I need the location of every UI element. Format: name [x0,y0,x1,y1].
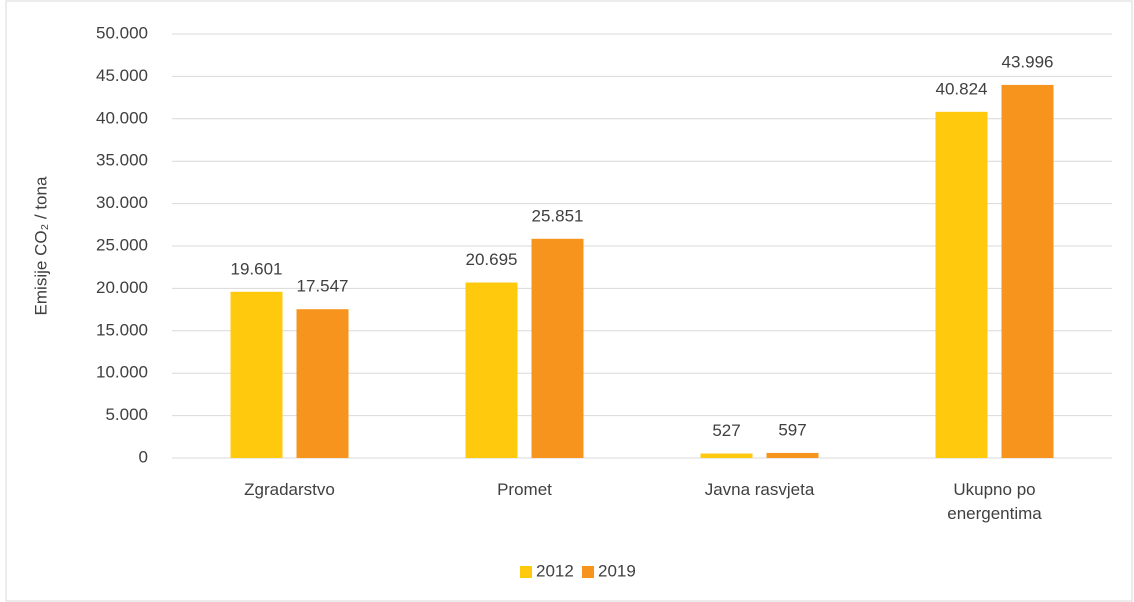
value-label: 20.695 [466,250,518,269]
bar [230,291,283,458]
y-tick-label: 50.000 [96,23,148,42]
bar [935,111,988,459]
x-tick-label: Promet [497,480,552,499]
y-tick-label: 45.000 [96,66,148,85]
value-label: 527 [712,421,740,440]
legend-label: 2012 [536,561,574,580]
y-tick-label: 20.000 [96,278,148,297]
bar [465,282,518,458]
y-tick-label: 0 [139,447,148,466]
bar [700,453,753,458]
value-label: 40.824 [936,79,988,98]
x-tick-label: Ukupno po energentima [947,480,1042,523]
y-tick-label: 10.000 [96,363,148,382]
bar [766,452,819,458]
bar [296,309,349,458]
legend-swatch [582,566,594,578]
legend-label: 2019 [598,561,636,580]
bar [1001,84,1054,459]
y-tick-label: 5.000 [105,405,148,424]
x-tick-label: Javna rasvjeta [704,480,815,499]
y-tick-label: 25.000 [96,235,148,254]
value-label: 25.851 [532,206,584,225]
y-tick-label: 35.000 [96,151,148,170]
y-axis-label: Emisije CO₂ / tona [31,176,50,315]
legend-swatch [520,566,532,578]
y-tick-label: 30.000 [96,193,148,212]
value-label: 597 [778,420,806,439]
value-label: 17.547 [297,277,349,296]
bar [531,238,584,458]
value-label: 43.996 [1002,52,1054,71]
y-tick-label: 40.000 [96,108,148,127]
chart-border [5,0,1133,602]
x-tick-label: Zgradarstvo [244,480,335,499]
value-label: 19.601 [231,259,283,278]
y-tick-label: 15.000 [96,320,148,339]
